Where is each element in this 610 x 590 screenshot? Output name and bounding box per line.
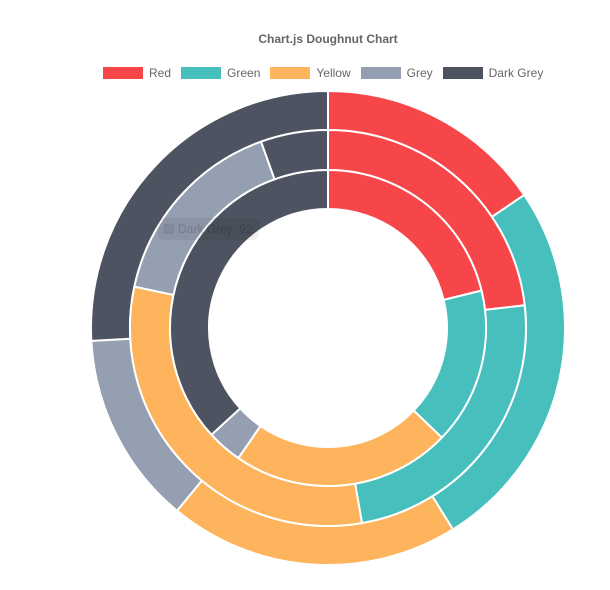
chart-tooltip: Dark Grey: 92 [158,218,259,240]
chart-legend: Red Green Yellow Grey Dark Grey [103,66,553,80]
legend-label: Red [149,66,172,80]
legend-label: Green [227,66,261,80]
legend-label: Yellow [316,66,351,80]
legend-swatch [270,67,311,79]
legend-item-yellow[interactable]: Yellow [270,66,351,80]
tooltip-color-swatch [164,224,174,234]
legend-item-green[interactable]: Green [181,66,260,80]
legend-swatch [360,67,401,79]
ring-3-segment-dark-grey[interactable] [169,168,329,437]
legend-label: Dark Grey [488,66,544,80]
legend-swatch [442,67,483,79]
legend-item-red[interactable]: Red [103,66,171,80]
legend-label: Grey [406,66,433,80]
legend-swatch [103,67,143,79]
legend-item-dark-grey[interactable]: Dark Grey [442,66,544,80]
legend-item-grey[interactable]: Grey [360,66,433,80]
legend-swatch [181,67,222,79]
tooltip-text: Dark Grey: 92 [178,222,253,236]
chart-title: Chart.js Doughnut Chart [258,32,398,46]
